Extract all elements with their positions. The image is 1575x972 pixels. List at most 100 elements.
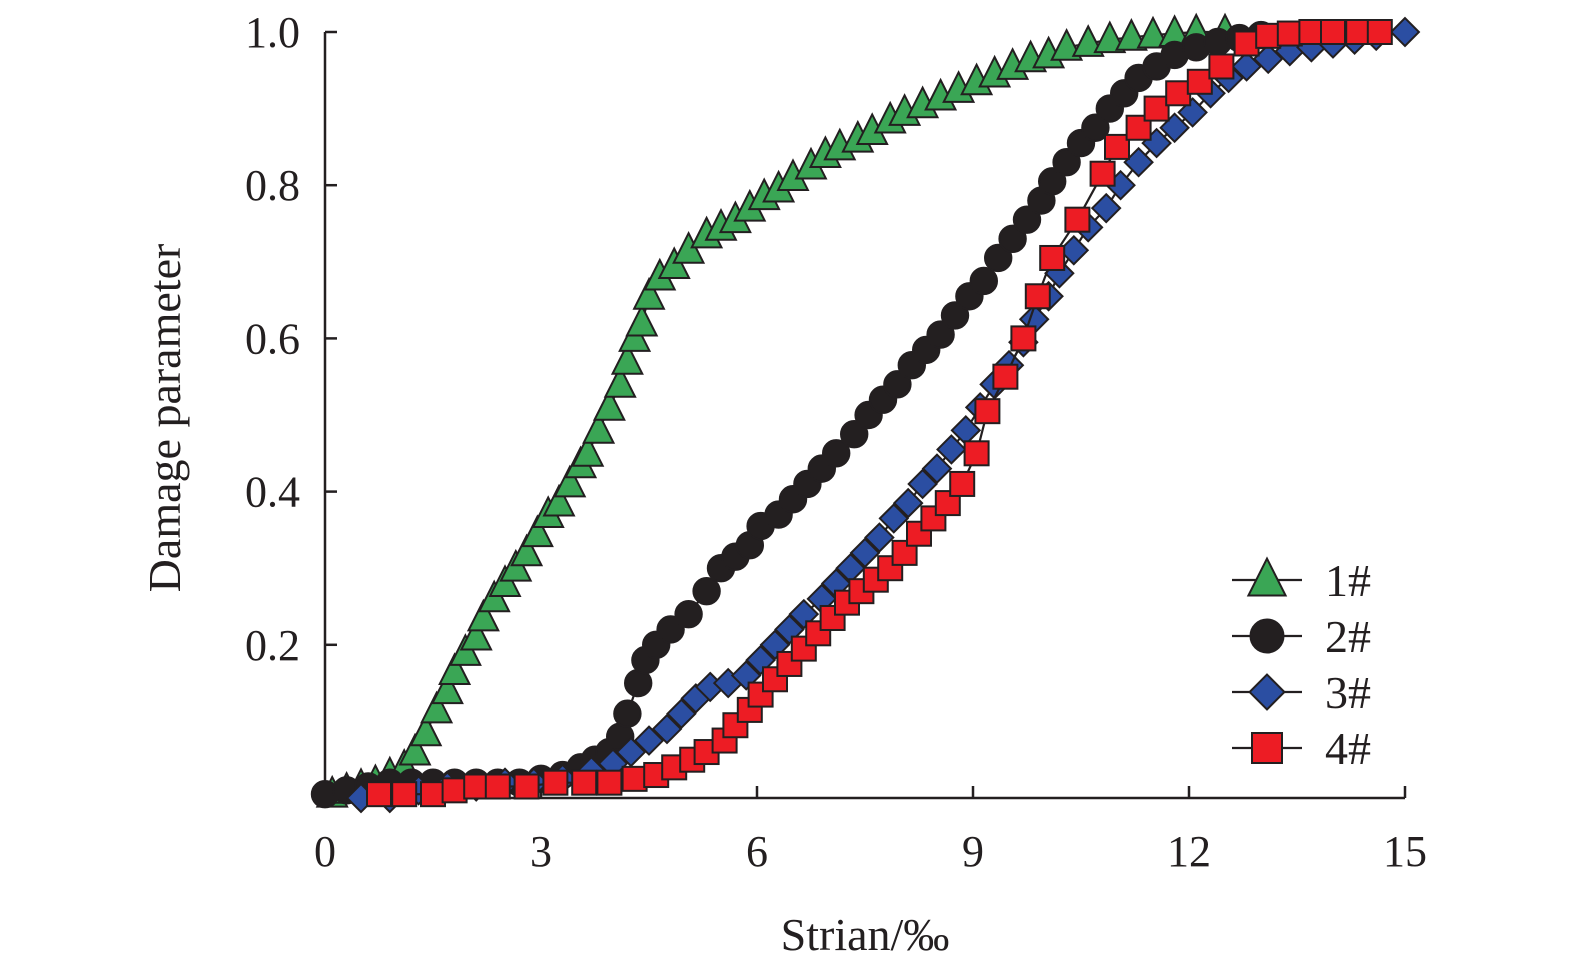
y-ticks: 0.2 0.4 0.6 0.8 1.0 [245,8,337,670]
data-point [969,266,998,296]
series-line [361,30,1406,800]
data-point [1012,205,1042,234]
data-point [692,576,721,606]
y-tick-label: 1.0 [245,8,300,57]
data-point [840,419,869,449]
data-point [582,410,616,444]
legend-item: 4# [1232,723,1371,774]
legend-marker [1246,556,1288,597]
legend-label: 2# [1325,611,1371,662]
x-tick-label: 6 [746,827,768,876]
data-point [632,276,666,310]
data-point [963,440,990,467]
data-point [1320,19,1346,45]
x-tick-label: 9 [962,827,984,876]
data-point [1093,20,1127,54]
data-point [466,598,500,632]
data-point [1231,51,1262,82]
data-point [1276,20,1303,47]
data-point [864,522,895,553]
data-point [625,303,659,337]
data-point [1389,16,1421,48]
data-point [666,698,697,730]
data-point [1345,19,1372,45]
data-point [1366,19,1393,45]
data-point [651,713,683,745]
data-point [510,533,544,567]
data-point [459,617,493,651]
data-point [1081,113,1110,142]
data-point [621,765,648,792]
data-point [1165,80,1192,107]
data-point [934,490,961,517]
legend-item: 2# [1232,611,1371,662]
data-point [730,660,762,691]
data-point [603,365,637,398]
data-point [883,370,912,399]
legend-label: 3# [1325,667,1371,718]
data-point [596,769,623,796]
data-point [1024,283,1051,310]
data-point [1208,53,1235,80]
data-point [1052,148,1081,177]
data-point [906,520,932,547]
legend-item: 3# [1232,667,1371,718]
data-point [1010,325,1037,352]
data-point [553,464,587,498]
data-point [776,650,803,677]
data-point [1143,95,1170,122]
y-tick-label: 0.8 [245,161,300,210]
data-point [398,732,432,766]
data-point [788,598,820,630]
legend-marker [1248,673,1286,711]
plot-area [310,12,1421,814]
data-point [438,652,472,686]
data-point [571,769,598,796]
x-ticks: 0 3 6 9 12 15 [314,786,1427,876]
data-point [949,470,976,497]
data-point [1233,30,1260,57]
data-point [984,243,1013,273]
data-point [484,773,511,800]
data-point [513,773,540,800]
series-1 [315,12,1242,808]
legend-label: 1# [1325,555,1371,606]
y-tick-label: 0.6 [245,314,300,363]
data-point [441,777,468,804]
data-point [592,388,626,421]
data-point [907,468,938,500]
data-point [992,363,1019,390]
data-point [610,342,644,375]
data-point [420,690,454,724]
x-axis-title: Strian/‰ [781,909,950,960]
data-point [878,503,910,534]
data-point [1039,244,1066,271]
data-point [1186,68,1213,95]
data-point [1090,192,1122,224]
data-point [1104,133,1130,160]
y-tick-label: 0.4 [245,468,300,517]
data-point [391,781,418,808]
x-tick-label: 0 [314,827,336,876]
data-point [571,433,605,467]
data-point [633,725,665,756]
data-point [542,769,569,796]
data-point [1064,206,1091,233]
data-point [542,483,576,517]
data-point [926,320,955,349]
data-point [1038,167,1067,196]
data-point [1298,19,1325,45]
data-point [940,301,970,330]
data-point [613,699,642,728]
data-point [974,398,1001,425]
data-point [674,599,703,629]
x-tick-label: 3 [530,827,552,876]
y-tick-label: 0.2 [245,621,300,670]
series-4 [366,19,1393,808]
y-axis-title: Damage parameter [139,244,190,593]
data-point [1136,15,1170,49]
data-point [1089,160,1116,187]
legend: 1#2#3#4# [1232,555,1371,774]
data-point [1255,22,1282,49]
